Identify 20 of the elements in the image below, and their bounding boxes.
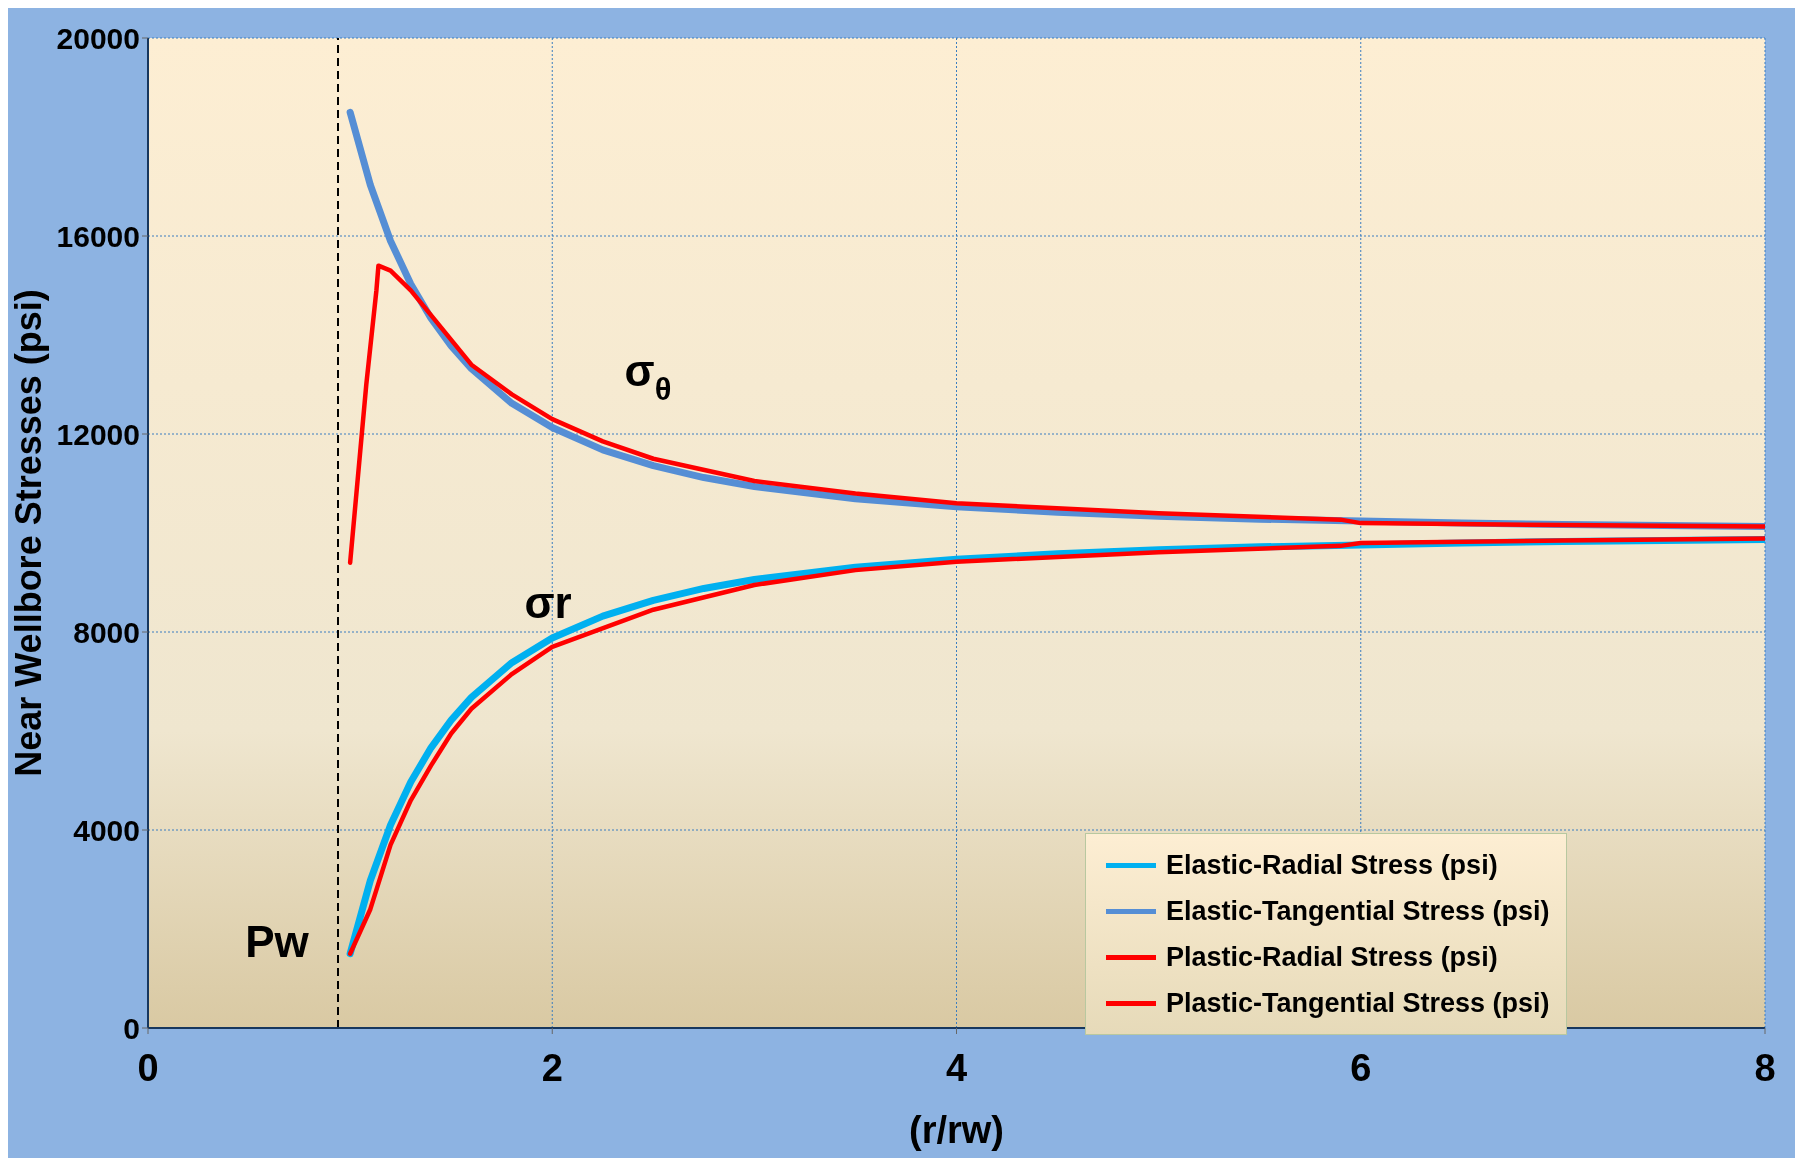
legend-label: Elastic-Tangential Stress (psi) — [1166, 895, 1550, 927]
y-tick-label: 16000 — [56, 219, 140, 253]
annotation: σ$_{θ}$ — [624, 345, 672, 407]
x-tick-label: 8 — [1754, 1046, 1776, 1089]
y-tick-label: 8000 — [73, 615, 140, 649]
y-tick-label: 4000 — [73, 813, 140, 847]
x-tick-label: 6 — [1350, 1046, 1372, 1089]
line-series — [347, 263, 1765, 565]
annotation: σr — [524, 577, 572, 627]
x-tick-label: 2 — [541, 1046, 563, 1089]
y-tick-label: 12000 — [56, 417, 140, 451]
y-axis-title: Near Wellbore Stresses (psi) — [7, 289, 49, 777]
legend-label: Plastic-Radial Stress (psi) — [1166, 941, 1498, 973]
legend-label: Plastic-Tangential Stress (psi) — [1166, 987, 1550, 1019]
x-tick-label: 4 — [945, 1046, 968, 1089]
annotation: Pw — [245, 916, 310, 966]
y-tick-label: 20000 — [56, 21, 140, 55]
x-axis-title: (r/rw) — [909, 1109, 1004, 1151]
y-tick-label: 0 — [123, 1011, 140, 1045]
legend-label: Elastic-Radial Stress (psi) — [1166, 849, 1498, 881]
